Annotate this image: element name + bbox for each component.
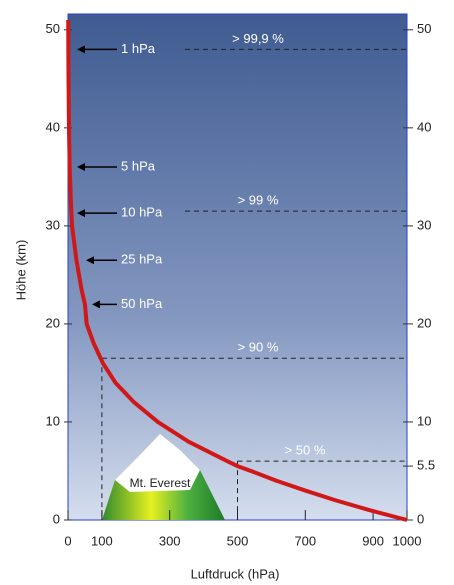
x-tick-label: 700 (294, 533, 316, 548)
y-tick-label: 50 (46, 21, 60, 36)
arrow-head (77, 45, 85, 54)
y-tick-label: 10 (46, 413, 60, 428)
threshold-label: > 50 % (285, 443, 326, 458)
threshold-label: > 99 % (238, 193, 279, 208)
threshold-label: > 90 % (238, 340, 279, 355)
y2-tick-label: 40 (417, 119, 431, 134)
threshold-label: > 99,9 % (232, 31, 284, 46)
arrow-head (92, 300, 100, 309)
x-tick-label: 1000 (393, 533, 422, 548)
y2-tick-label: 5.5 (417, 458, 435, 473)
x-tick-label: 0 (64, 533, 71, 548)
marker-label: 5 hPa (121, 158, 156, 173)
arrow-head (77, 209, 85, 218)
arrow-head (86, 256, 94, 265)
arrow-head (77, 163, 85, 172)
y2-tick-label: 10 (417, 413, 431, 428)
landmark-label: Mt. Everest (130, 476, 191, 490)
pressure-curve (66, 19, 408, 522)
x-tick-label: 100 (91, 533, 113, 548)
marker-label: 10 hPa (121, 205, 163, 220)
y-tick-label: 0 (53, 511, 60, 526)
marker-label: 50 hPa (121, 296, 163, 311)
y-tick-label: 20 (46, 315, 60, 330)
y2-tick-label: 20 (417, 315, 431, 330)
plot-area (67, 13, 408, 521)
x-tick-label: 500 (227, 533, 249, 548)
x-tick-label: 900 (362, 533, 384, 548)
y2-tick-label: 0 (417, 511, 424, 526)
y2-tick-label: 30 (417, 217, 431, 232)
y-axis-label: Höhe (km) (13, 240, 28, 301)
marker-label: 25 hPa (121, 252, 163, 267)
marker-label: 1 hPa (121, 41, 156, 56)
y-tick-label: 40 (46, 119, 60, 134)
everest (102, 434, 225, 520)
x-axis-label: Luftdruck (hPa) (191, 566, 280, 581)
y-tick-label: 30 (46, 217, 60, 232)
y2-tick-label: 50 (417, 21, 431, 36)
x-tick-label: 300 (159, 533, 181, 548)
